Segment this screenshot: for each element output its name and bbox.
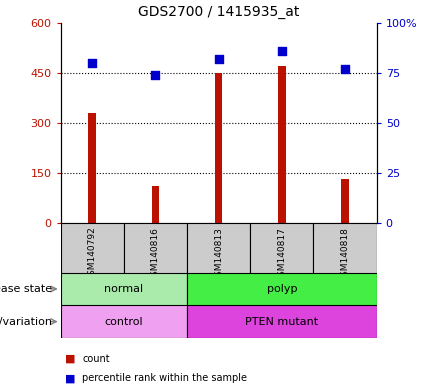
Text: ■: ■ (65, 373, 75, 383)
Text: GSM140792: GSM140792 (88, 227, 97, 281)
Text: ■: ■ (65, 354, 75, 364)
Bar (61, 223, 124, 273)
Bar (61, 273, 187, 305)
Text: disease state: disease state (0, 284, 52, 294)
Bar (187, 273, 377, 305)
Bar (341, 179, 349, 223)
Title: GDS2700 / 1415935_at: GDS2700 / 1415935_at (138, 5, 299, 19)
Bar (152, 186, 159, 223)
Text: normal: normal (104, 284, 143, 294)
Bar (88, 113, 96, 223)
Text: control: control (104, 316, 143, 327)
Bar (250, 223, 313, 273)
Bar (313, 223, 377, 273)
Text: GSM140816: GSM140816 (151, 227, 160, 281)
Text: GSM140817: GSM140817 (278, 227, 286, 281)
Text: PTEN mutant: PTEN mutant (246, 316, 318, 327)
Point (152, 72, 159, 78)
Bar (187, 305, 377, 338)
Bar (124, 223, 187, 273)
Text: percentile rank within the sample: percentile rank within the sample (82, 373, 247, 383)
Point (215, 56, 222, 62)
Text: genotype/variation: genotype/variation (0, 316, 52, 327)
Text: polyp: polyp (267, 284, 297, 294)
Text: count: count (82, 354, 110, 364)
Bar (278, 66, 286, 223)
Point (342, 66, 349, 72)
Bar (215, 73, 223, 223)
Point (89, 60, 96, 66)
Text: GSM140818: GSM140818 (341, 227, 349, 281)
Bar (61, 305, 187, 338)
Bar (187, 223, 250, 273)
Point (278, 48, 285, 54)
Text: GSM140813: GSM140813 (214, 227, 223, 281)
